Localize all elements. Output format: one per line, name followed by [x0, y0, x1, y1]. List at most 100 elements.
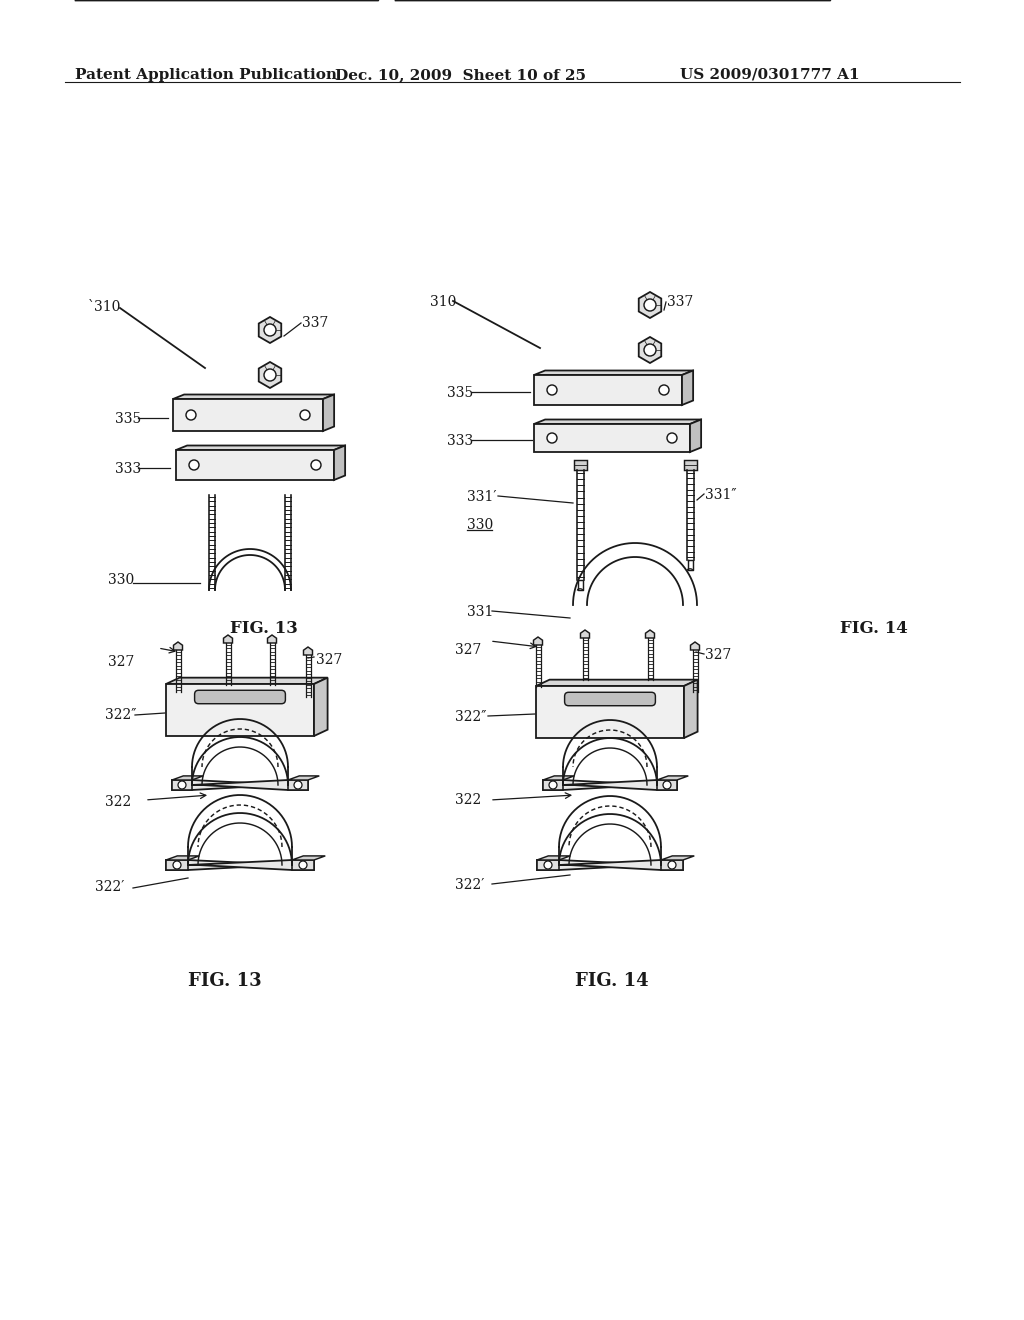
Polygon shape — [259, 317, 282, 343]
Circle shape — [547, 385, 557, 395]
Polygon shape — [173, 399, 323, 432]
Polygon shape — [176, 450, 334, 480]
Polygon shape — [662, 861, 683, 870]
Polygon shape — [334, 446, 345, 480]
Circle shape — [644, 300, 656, 312]
Text: 335: 335 — [115, 412, 141, 426]
Circle shape — [178, 781, 186, 789]
Circle shape — [264, 323, 276, 337]
Polygon shape — [288, 776, 319, 780]
Polygon shape — [662, 855, 694, 861]
Text: 331′: 331′ — [467, 490, 497, 504]
Text: 330: 330 — [108, 573, 134, 587]
Text: 322: 322 — [455, 793, 481, 807]
Circle shape — [668, 861, 676, 869]
Polygon shape — [166, 684, 314, 737]
Polygon shape — [223, 635, 232, 643]
Polygon shape — [292, 855, 326, 861]
Text: 327: 327 — [455, 643, 481, 657]
Polygon shape — [259, 362, 282, 388]
Polygon shape — [581, 630, 590, 638]
Text: FIG. 14: FIG. 14 — [575, 972, 649, 990]
Polygon shape — [536, 680, 697, 686]
Polygon shape — [537, 855, 570, 861]
Circle shape — [186, 411, 196, 420]
Circle shape — [294, 781, 302, 789]
Polygon shape — [323, 395, 334, 432]
Circle shape — [667, 433, 677, 444]
Polygon shape — [172, 780, 193, 789]
Text: 310: 310 — [430, 294, 457, 309]
Circle shape — [300, 411, 310, 420]
Circle shape — [299, 861, 307, 869]
Text: Dec. 10, 2009  Sheet 10 of 25: Dec. 10, 2009 Sheet 10 of 25 — [335, 69, 586, 82]
Polygon shape — [172, 780, 288, 789]
Circle shape — [264, 370, 276, 381]
Circle shape — [173, 861, 181, 869]
Polygon shape — [559, 861, 683, 870]
Polygon shape — [536, 686, 684, 738]
Polygon shape — [166, 855, 200, 861]
FancyBboxPatch shape — [564, 692, 655, 706]
Polygon shape — [173, 642, 182, 649]
Polygon shape — [303, 647, 312, 655]
Polygon shape — [173, 395, 334, 399]
Text: 333: 333 — [447, 434, 473, 447]
Polygon shape — [166, 677, 328, 684]
FancyBboxPatch shape — [195, 690, 286, 704]
Polygon shape — [176, 446, 345, 450]
Text: FIG. 13: FIG. 13 — [188, 972, 262, 990]
Text: 337: 337 — [667, 294, 693, 309]
Polygon shape — [682, 371, 693, 405]
Circle shape — [549, 781, 557, 789]
Polygon shape — [188, 861, 314, 870]
Bar — [683, 459, 696, 470]
Text: 322′: 322′ — [455, 878, 484, 892]
Polygon shape — [292, 861, 314, 870]
Polygon shape — [543, 780, 563, 789]
Circle shape — [311, 459, 321, 470]
Text: US 2009/0301777 A1: US 2009/0301777 A1 — [680, 69, 859, 82]
Text: Patent Application Publication: Patent Application Publication — [75, 69, 337, 82]
Circle shape — [644, 345, 656, 356]
Text: FIG. 14: FIG. 14 — [840, 620, 907, 638]
Polygon shape — [690, 420, 701, 451]
Bar — [573, 459, 587, 470]
Polygon shape — [645, 630, 654, 638]
Polygon shape — [172, 776, 204, 780]
Polygon shape — [543, 776, 574, 780]
Circle shape — [547, 433, 557, 444]
Text: FIG. 13: FIG. 13 — [230, 620, 298, 638]
Polygon shape — [267, 635, 276, 643]
Text: `310: `310 — [88, 300, 122, 314]
Text: 322′: 322′ — [95, 880, 124, 894]
Text: 331″: 331″ — [705, 488, 736, 502]
Polygon shape — [543, 780, 657, 789]
Text: 327: 327 — [705, 648, 731, 663]
Text: 331: 331 — [467, 605, 494, 619]
Polygon shape — [657, 780, 677, 789]
Polygon shape — [639, 292, 662, 318]
Text: 335: 335 — [447, 385, 473, 400]
Polygon shape — [534, 371, 693, 375]
Circle shape — [659, 385, 669, 395]
Text: 322″: 322″ — [105, 708, 136, 722]
Polygon shape — [193, 780, 308, 789]
Polygon shape — [166, 861, 188, 870]
Polygon shape — [537, 861, 559, 870]
Polygon shape — [657, 776, 688, 780]
Text: 327: 327 — [108, 655, 134, 669]
Polygon shape — [684, 680, 697, 738]
Circle shape — [663, 781, 671, 789]
Text: 337: 337 — [302, 315, 329, 330]
Circle shape — [544, 861, 552, 869]
Text: 327: 327 — [316, 653, 342, 667]
Text: 330: 330 — [467, 517, 494, 532]
Text: 333: 333 — [115, 462, 141, 477]
Polygon shape — [534, 420, 701, 424]
Polygon shape — [166, 861, 292, 870]
Polygon shape — [690, 642, 699, 649]
Polygon shape — [314, 677, 328, 737]
Polygon shape — [288, 780, 308, 789]
Polygon shape — [534, 375, 682, 405]
